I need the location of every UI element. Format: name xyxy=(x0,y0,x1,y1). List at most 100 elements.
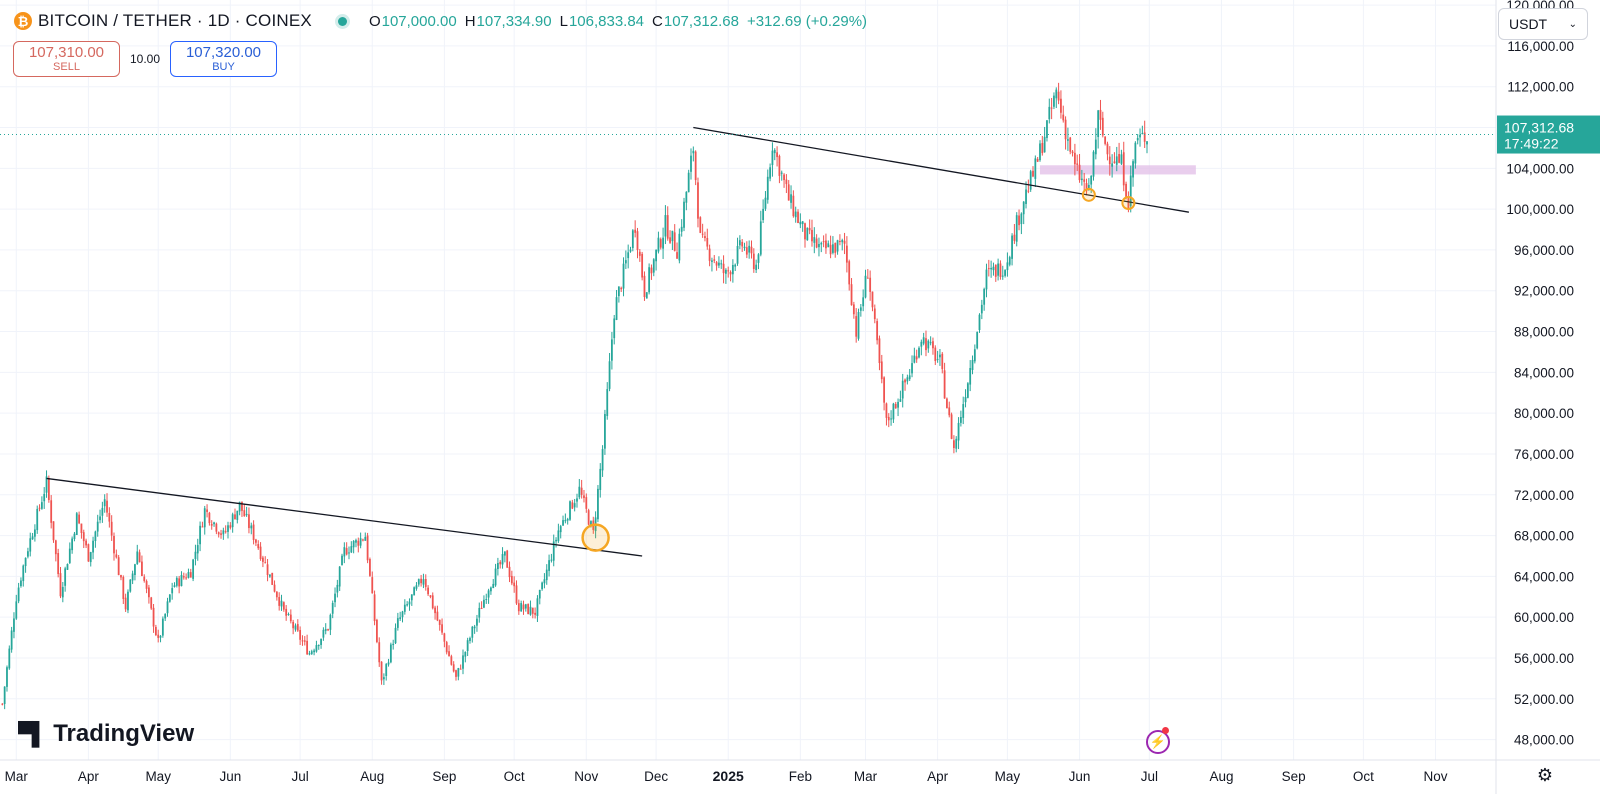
candle-body xyxy=(855,316,858,337)
breakout-marker xyxy=(1081,187,1096,202)
candle-body xyxy=(1129,175,1132,207)
candle-body xyxy=(424,579,427,587)
candle-body xyxy=(1104,136,1107,144)
candle-body xyxy=(564,519,567,522)
candle-body xyxy=(631,230,634,249)
candle-body xyxy=(885,403,888,418)
candle-body xyxy=(466,640,469,652)
candle-body xyxy=(766,176,769,200)
candle-body xyxy=(1008,257,1011,265)
y-tick-label: 100,000.00 xyxy=(1506,202,1574,217)
candle-body xyxy=(939,354,941,358)
candle-body xyxy=(180,574,183,587)
candle-body xyxy=(331,602,334,614)
candle-body xyxy=(320,638,322,645)
candle-body xyxy=(834,242,837,253)
candle-body xyxy=(559,526,562,533)
candle-body xyxy=(427,587,429,595)
y-tick-label: 92,000.00 xyxy=(1514,284,1574,299)
x-tick-label: Nov xyxy=(1424,769,1448,784)
candle-body xyxy=(813,237,816,243)
candle-body xyxy=(394,627,397,644)
tradingview-logo[interactable]: ▀▌ TradingView xyxy=(18,720,194,748)
buy-button[interactable]: 107,320.00 BUY xyxy=(170,41,277,77)
candle-body xyxy=(1101,117,1104,136)
settings-gear-icon[interactable]: ⚙ xyxy=(1536,764,1554,785)
candle-body xyxy=(994,264,997,277)
candle-body xyxy=(457,668,460,677)
candle-body xyxy=(429,595,432,597)
candle-body xyxy=(301,640,304,642)
candle-body xyxy=(469,638,471,641)
candle-body xyxy=(194,551,197,559)
candle-body xyxy=(825,240,827,249)
candle-body xyxy=(1125,183,1127,199)
candle-body xyxy=(420,578,423,584)
candle-body xyxy=(80,523,83,534)
candle-body xyxy=(643,275,646,297)
candle-body xyxy=(892,403,895,420)
candle-body xyxy=(857,312,860,339)
candle-body xyxy=(1127,198,1130,209)
candle-body xyxy=(925,338,927,351)
candle-body xyxy=(266,564,269,576)
y-tick-label: 60,000.00 xyxy=(1514,610,1574,625)
candle-body xyxy=(138,552,141,563)
y-tick-label: 76,000.00 xyxy=(1514,447,1574,462)
candle-body xyxy=(348,552,350,554)
candle-body xyxy=(59,573,62,597)
candle-body xyxy=(338,566,341,587)
x-tick-label: Jul xyxy=(291,769,308,784)
candle-body xyxy=(541,582,543,590)
candle-body xyxy=(166,601,169,614)
candle-body xyxy=(1139,134,1141,138)
candle-body xyxy=(980,304,983,314)
candle-body xyxy=(462,655,464,669)
candle-body xyxy=(864,275,867,298)
candle-body xyxy=(1041,142,1044,154)
candle-body xyxy=(352,541,355,548)
x-tick-label: Mar xyxy=(5,769,29,784)
candle-body xyxy=(110,521,113,536)
candle-body xyxy=(203,508,206,528)
candle-body xyxy=(422,579,425,585)
candle-body xyxy=(175,577,178,586)
candle-body xyxy=(897,401,899,408)
candle-body xyxy=(790,194,792,203)
symbol-title[interactable]: BITCOIN / TETHER · 1D · COINEX xyxy=(38,11,312,30)
candle-body xyxy=(6,667,8,687)
candle-body xyxy=(876,321,879,341)
market-status-icon xyxy=(337,16,347,26)
candle-body xyxy=(392,643,395,646)
candle-body xyxy=(983,288,986,305)
candle-body xyxy=(1132,161,1134,178)
sell-button[interactable]: 107,310.00 SELL xyxy=(13,41,120,77)
x-tick-label: May xyxy=(995,769,1021,784)
candle-body xyxy=(445,642,448,653)
candle-body xyxy=(792,195,795,217)
candle-body xyxy=(1050,107,1053,109)
y-tick-label: 52,000.00 xyxy=(1514,692,1574,707)
candle-body xyxy=(1,703,4,705)
candle-body xyxy=(396,618,399,628)
buy-price: 107,320.00 xyxy=(185,43,262,61)
candle-body xyxy=(918,347,920,358)
candle-body xyxy=(476,618,478,626)
candle-body xyxy=(578,486,581,498)
candle-body xyxy=(206,509,208,512)
candle-body xyxy=(957,422,960,441)
candle-body xyxy=(168,594,171,602)
candle-body xyxy=(966,383,969,398)
candle-body xyxy=(1136,138,1139,141)
candle-body xyxy=(978,314,981,330)
candle-body xyxy=(890,418,892,420)
candle-body xyxy=(33,529,36,537)
flash-icon[interactable]: ⚡ xyxy=(1146,730,1170,754)
currency-select[interactable]: USDT ⌄ xyxy=(1498,8,1588,40)
candle-body xyxy=(87,544,90,562)
candle-body xyxy=(624,260,627,264)
candle-body xyxy=(136,551,139,565)
x-tick-label: Jun xyxy=(1069,769,1091,784)
candle-body xyxy=(601,449,604,471)
